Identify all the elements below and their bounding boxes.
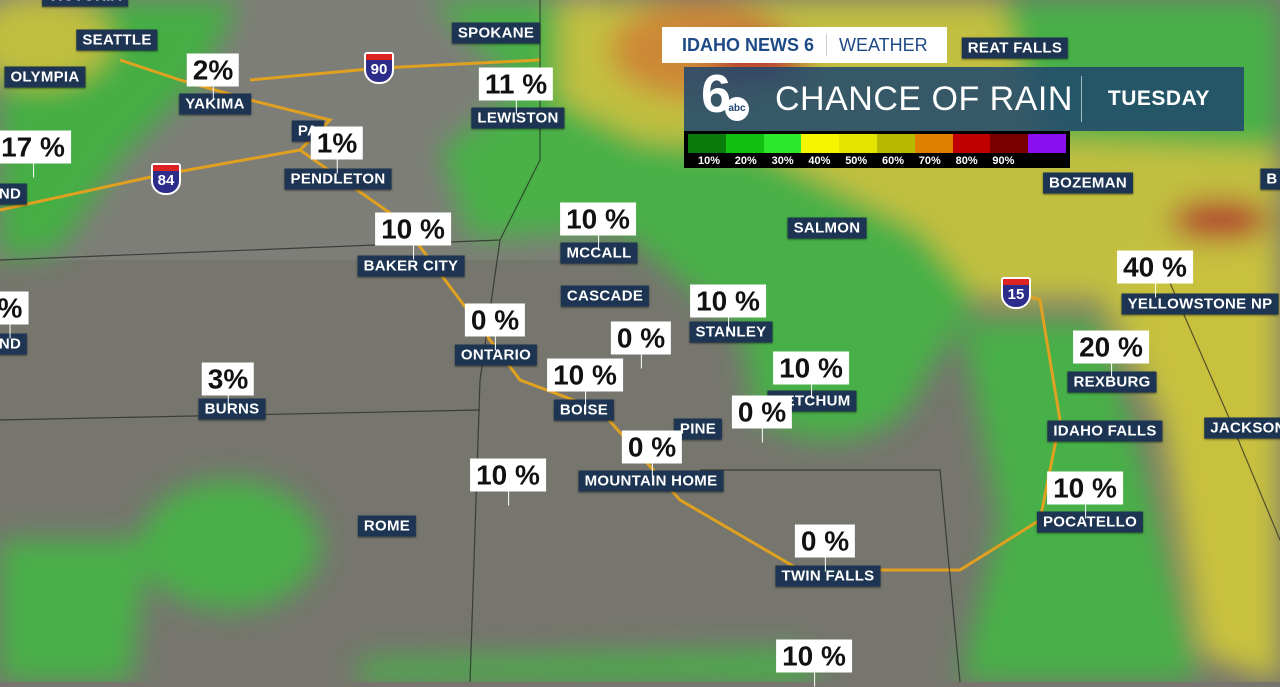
city-label: ND <box>0 333 28 355</box>
city-label: REAT FALLS <box>961 37 1069 59</box>
city-label: BURNS <box>198 398 266 420</box>
city-label: CASCADE <box>560 285 650 307</box>
legend-label: 90% <box>992 155 1015 167</box>
rain-chance-value: 1% <box>310 126 364 174</box>
city-label: PENDLETON <box>284 168 392 190</box>
rain-chance-value: 10 % <box>690 284 766 332</box>
section-name: WEATHER <box>839 34 928 55</box>
abc6-logo: 6 abc <box>699 64 759 129</box>
city-label: REXBURG <box>1067 371 1157 393</box>
legend-label: 60% <box>881 155 905 167</box>
city-label: BAKER CITY <box>357 255 465 277</box>
legend-color-bar <box>688 134 1066 153</box>
title-banner: 6 abc CHANCE OF RAIN TUESDAY <box>684 64 1244 131</box>
rain-chance-value: 0 % <box>610 321 672 369</box>
city-label: ONTARIO <box>454 344 538 366</box>
city-label: POCATELLO <box>1036 511 1144 533</box>
rain-chance-value: 10 % <box>547 358 623 406</box>
legend-swatch <box>914 134 953 153</box>
banner-title: CHANCE OF RAIN <box>775 79 1073 118</box>
legend-label: 70% <box>918 155 941 167</box>
legend-label: 80% <box>955 155 978 167</box>
legend-swatch <box>1028 134 1066 153</box>
legend-swatch <box>763 134 802 153</box>
station-name: IDAHO NEWS 6 <box>682 34 815 55</box>
city-label: IDAHO FALLS <box>1047 420 1163 442</box>
rain-chance-value: 40 % <box>1117 250 1193 298</box>
legend-label: 20% <box>734 155 757 167</box>
divider <box>826 34 828 56</box>
rain-legend: 10% 20% 30% 40% 50% 60% 70% 80% 90% <box>684 131 1070 168</box>
interstate-shield-icon: 90 <box>364 52 394 84</box>
rain-chance-value: 10 % <box>773 351 849 399</box>
interstate-shield-icon: 15 <box>1001 277 1031 309</box>
city-label: OLYMPIA <box>4 66 86 88</box>
city-label: TWIN FALLS <box>775 565 881 587</box>
rain-chance-value: % <box>0 291 29 339</box>
rain-chance-value: 0 % <box>794 524 856 572</box>
rain-chance-value: 17 % <box>0 130 71 178</box>
divider <box>1080 76 1082 122</box>
city-label: B <box>1260 168 1280 190</box>
rain-chance-value: 10 % <box>375 212 451 260</box>
city-label: SEATTLE <box>76 29 158 51</box>
city-label: BOZEMAN <box>1043 172 1133 194</box>
legend-label: 50% <box>845 155 868 167</box>
legend-swatch <box>876 134 915 153</box>
city-label: LEWISTON <box>471 107 565 129</box>
legend-swatch <box>839 134 877 153</box>
city-label: JACKSON <box>1204 417 1280 439</box>
forecast-day: TUESDAY <box>1107 87 1210 110</box>
logo-network: abc <box>725 97 749 121</box>
rain-chance-value: 10 % <box>1047 471 1123 519</box>
legend-swatch <box>725 134 764 153</box>
city-label: ROME <box>357 515 417 537</box>
city-label: PINE <box>673 418 723 440</box>
legend-swatch <box>952 134 991 153</box>
city-label: YELLOWSTONE NP <box>1121 293 1279 315</box>
legend-label: 10% <box>698 155 721 167</box>
rain-chance-value: 10 % <box>560 202 636 250</box>
rain-chance-value: 20 % <box>1073 330 1149 378</box>
city-label: MOUNTAIN HOME <box>578 470 724 492</box>
legend-swatch <box>801 134 840 153</box>
rain-chance-value: 2% <box>186 53 240 101</box>
rain-chance-value: 10 % <box>470 458 546 506</box>
rain-chance-value: 0 % <box>731 395 793 443</box>
rain-chance-value: 3% <box>201 362 255 410</box>
rain-chance-value: 10 % <box>776 639 852 687</box>
city-label: STANLEY <box>689 321 773 343</box>
city-label: VICTORIA <box>42 0 128 7</box>
city-label: ND <box>0 183 28 205</box>
station-brand: IDAHO NEWS 6 WEATHER <box>662 27 947 63</box>
city-label: SPOKANE <box>451 22 541 44</box>
rain-chance-value: 0 % <box>621 430 683 478</box>
legend-label: 30% <box>771 155 794 167</box>
city-label: MCCALL <box>560 242 638 264</box>
legend-labels: 10% 20% 30% 40% 50% 60% 70% 80% 90% <box>688 153 1066 167</box>
legend-swatch <box>688 134 726 153</box>
city-label: YAKIMA <box>179 93 251 115</box>
rain-chance-value: 0 % <box>464 303 526 351</box>
rain-chance-value: 11 % <box>478 67 554 115</box>
legend-swatch <box>990 134 1029 153</box>
interstate-shield-icon: 84 <box>151 163 181 195</box>
legend-label: 40% <box>808 155 831 167</box>
city-label: BOISE <box>553 399 615 421</box>
city-label: SALMON <box>787 217 867 239</box>
